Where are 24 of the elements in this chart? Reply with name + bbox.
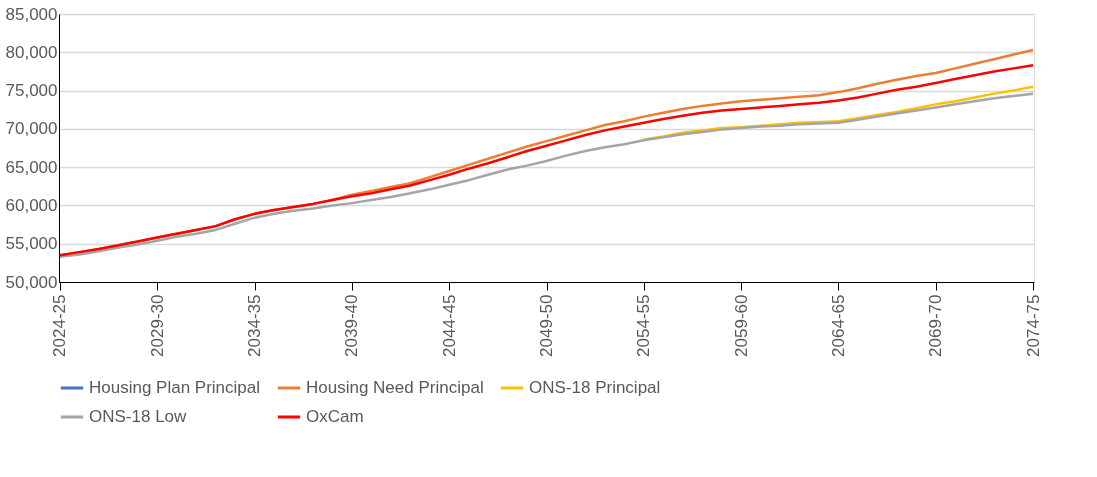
x-tick-label: 2029-30: [147, 294, 167, 357]
y-tick-label: 75,000: [5, 81, 58, 101]
y-tick-label: 65,000: [5, 157, 58, 177]
x-tick-label: 2034-35: [245, 294, 265, 357]
y-tick-label: 60,000: [5, 195, 58, 215]
legend-label: Housing Need Principal: [306, 378, 484, 397]
legend-label: ONS-18 Low: [89, 407, 188, 426]
x-tick-label: 2059-60: [731, 294, 751, 357]
x-tick-label: 2049-50: [537, 294, 556, 357]
legend-label: ONS-18 Principal: [529, 378, 661, 397]
x-tick-label: 2024-25: [50, 294, 70, 357]
legend-label: Housing Plan Principal: [89, 378, 261, 397]
x-tick-label: 2044-45: [439, 294, 459, 357]
x-tick-label: 2069-70: [926, 294, 946, 357]
x-tick-label: 2039-40: [342, 294, 362, 357]
x-tick-label: 2074-75: [1023, 294, 1043, 357]
x-tick-label: 2054-55: [634, 294, 654, 357]
y-tick-label: 70,000: [5, 119, 58, 139]
y-tick-label: 85,000: [5, 4, 58, 24]
legend-label: OxCam: [306, 407, 364, 426]
y-tick-label: 80,000: [5, 42, 58, 62]
y-tick-label: 55,000: [5, 234, 58, 254]
y-tick-label: 50,000: [5, 272, 58, 292]
x-tick-label: 2064-65: [828, 294, 848, 357]
